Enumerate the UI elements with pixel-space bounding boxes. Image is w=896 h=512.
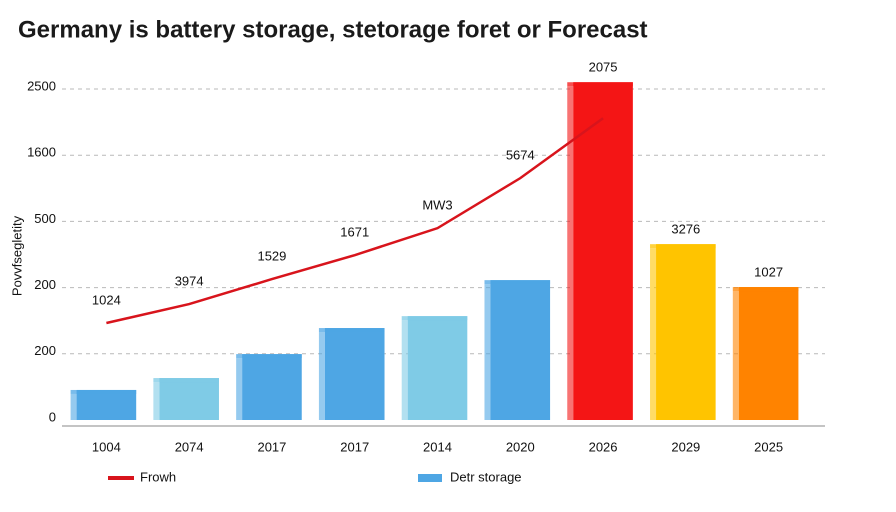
bar	[490, 280, 551, 420]
bar-top	[401, 316, 468, 321]
bar-side	[567, 86, 574, 421]
y-tick-label: 200	[34, 277, 56, 292]
bar	[407, 316, 468, 420]
x-tick-label: 1004	[92, 439, 121, 454]
y-tick-label: 2500	[27, 78, 56, 93]
bar-top	[318, 328, 385, 333]
y-axis-label: Povvfsegletity	[9, 215, 24, 296]
bar-top	[567, 82, 633, 87]
bar-annotation: 1027	[754, 264, 783, 279]
bar-top	[484, 280, 551, 285]
y-tick-label: 500	[34, 211, 56, 226]
x-tick-label: 2020	[506, 439, 535, 454]
bar	[738, 287, 799, 420]
legend-label: Detr storage	[450, 469, 522, 484]
bar	[324, 328, 385, 420]
bar-side	[318, 332, 325, 420]
legend-swatch	[418, 474, 442, 482]
bar-side	[484, 284, 491, 420]
bar-top	[70, 389, 137, 394]
bar	[656, 244, 716, 420]
line	[106, 117, 604, 325]
x-tick-label: 2029	[671, 439, 700, 454]
x-tick-label: 2017	[257, 439, 286, 454]
x-tick-label: 2074	[175, 439, 204, 454]
bar-side	[153, 382, 160, 420]
y-tick-label: 1600	[27, 145, 56, 160]
bar	[242, 354, 302, 420]
chart-title: Germany is battery storage, stetorage fo…	[18, 16, 648, 43]
legend-label: Frowh	[140, 469, 176, 484]
line-annotation: 3974	[175, 274, 204, 289]
x-tick-label: 2025	[754, 439, 783, 454]
y-tick-label: 200	[34, 343, 56, 358]
line-annotation: 1529	[257, 249, 286, 264]
bar-top	[650, 244, 716, 249]
line-annotation: 5674	[506, 148, 535, 163]
bar-top	[153, 378, 219, 383]
x-tick-label: 2017	[340, 439, 369, 454]
bar-annotation: 3276	[671, 222, 700, 237]
bar	[76, 389, 137, 420]
line-annotation: MW3	[422, 198, 452, 213]
bar-side	[236, 358, 243, 420]
bar	[573, 82, 633, 421]
x-tick-label: 2014	[423, 439, 452, 454]
bar-top	[732, 287, 799, 292]
bar-side	[70, 393, 77, 420]
x-tick-label: 2026	[589, 439, 618, 454]
bar	[159, 378, 219, 420]
bar-side	[401, 320, 408, 420]
bar-annotation: 2075	[589, 60, 618, 75]
bar-top	[236, 354, 302, 359]
line-annotation: 1671	[340, 225, 369, 240]
y-tick-label: 0	[49, 409, 56, 424]
bar-side	[732, 291, 739, 420]
line-annotation: 1024	[92, 292, 121, 307]
bar-side	[650, 248, 657, 420]
